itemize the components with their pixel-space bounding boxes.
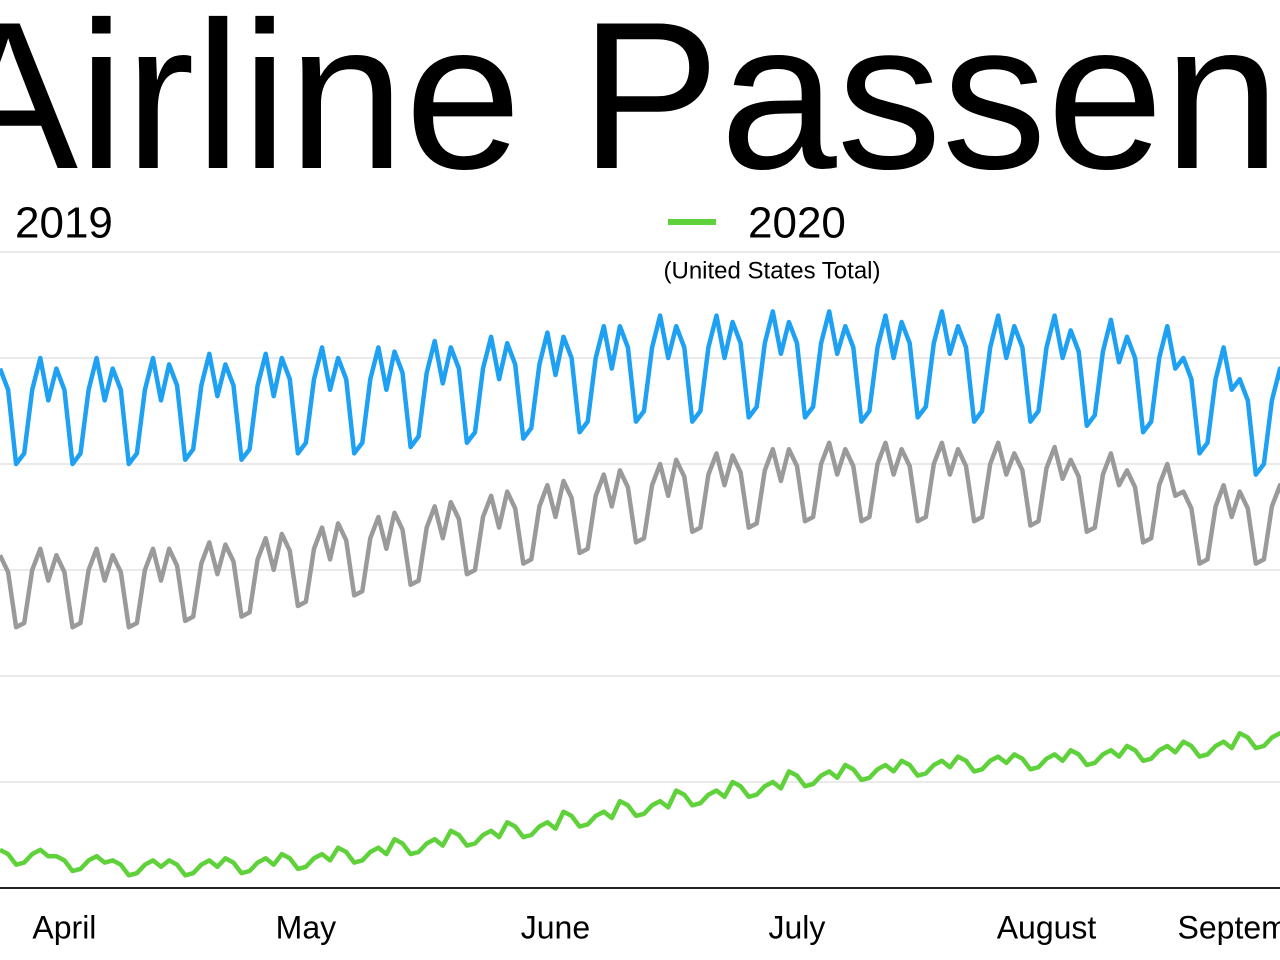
x-tick-label: August <box>997 909 1097 945</box>
series-line <box>0 440 1280 630</box>
x-tick-label: September <box>1178 909 1280 945</box>
x-tick-label: May <box>276 909 336 945</box>
x-tick-label: July <box>768 909 825 945</box>
legend-label: 2020 <box>748 199 846 248</box>
series-line <box>0 730 1280 878</box>
chart-title: Airline Passengers <box>0 0 1280 213</box>
x-tick-label: June <box>521 909 590 945</box>
chart-subtitle: (United States Total) <box>664 257 881 284</box>
x-tick-label: April <box>32 909 96 945</box>
legend-label: 2019 <box>15 199 113 248</box>
series-line <box>0 309 1280 477</box>
